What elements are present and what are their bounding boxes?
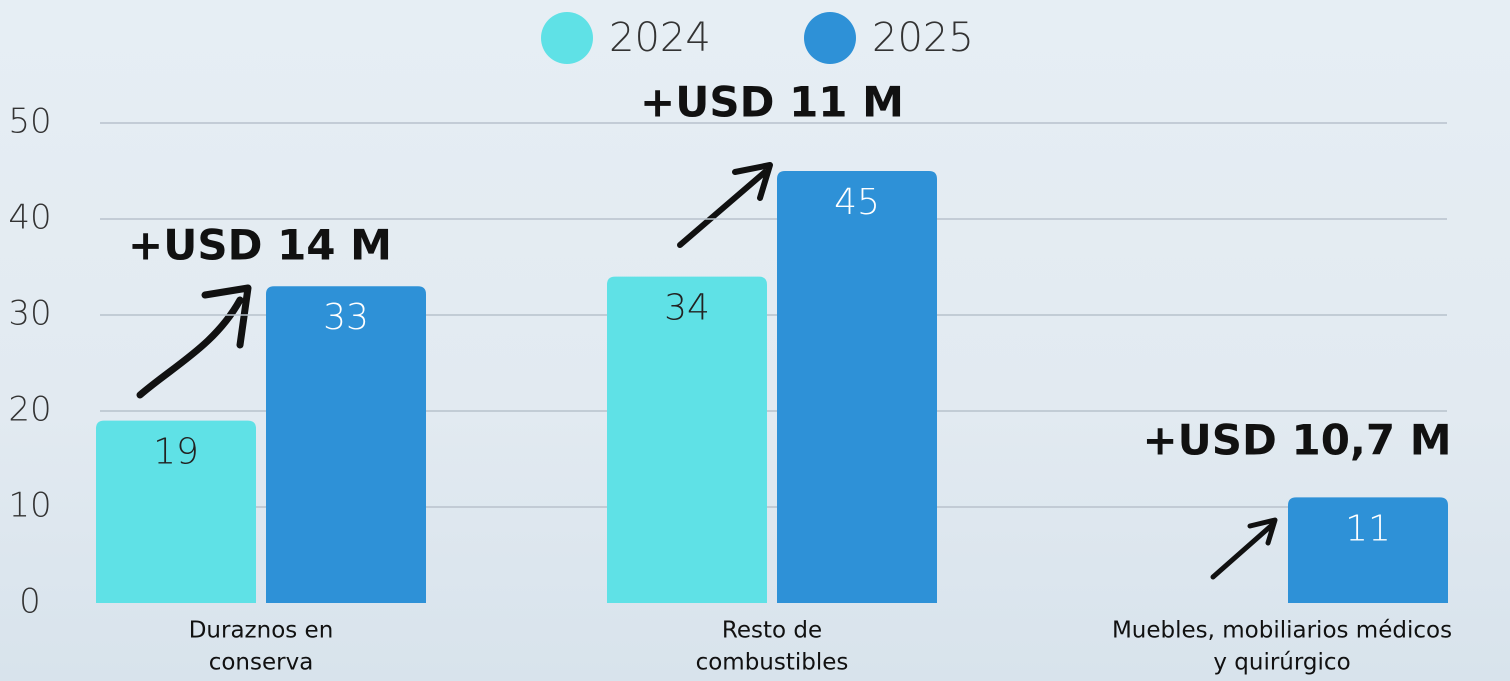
annotation: +USD 14 M <box>128 221 392 270</box>
legend-label: 2024 <box>609 15 711 61</box>
y-tick-label: 30 <box>8 294 51 334</box>
legend-swatch <box>541 12 593 64</box>
arrows <box>136 162 1278 580</box>
arrow <box>1210 517 1278 580</box>
x-tick-label: Duraznos en <box>189 618 334 644</box>
legend-swatch <box>804 12 856 64</box>
x-tick-label: combustibles <box>696 650 849 676</box>
y-tick-label: 10 <box>8 486 51 526</box>
y-tick-label: 0 <box>19 582 41 622</box>
value-label: 19 <box>153 432 199 473</box>
bar <box>1288 497 1448 603</box>
x-tick-label: Muebles, mobiliarios médicos <box>1112 618 1452 644</box>
x-tick-label: conserva <box>209 650 314 676</box>
y-tick-label: 50 <box>8 102 51 142</box>
annotation: +USD 10,7 M <box>1142 416 1451 465</box>
annotation: +USD 11 M <box>640 78 904 127</box>
value-label: 45 <box>834 182 880 223</box>
bar <box>266 286 426 603</box>
legend-label: 2025 <box>872 15 974 61</box>
x-tick-label: Resto de <box>722 618 822 644</box>
arrow <box>677 162 773 248</box>
value-label: 34 <box>664 288 710 329</box>
value-label: 33 <box>323 297 369 338</box>
y-tick-label: 40 <box>8 198 51 238</box>
bar <box>607 276 767 603</box>
bar <box>96 420 256 603</box>
arrow <box>136 284 252 399</box>
value-label: 11 <box>1345 508 1391 549</box>
y-tick-label: 20 <box>8 390 51 430</box>
bar <box>777 171 937 603</box>
x-tick-label: y quirúrgico <box>1213 650 1350 676</box>
